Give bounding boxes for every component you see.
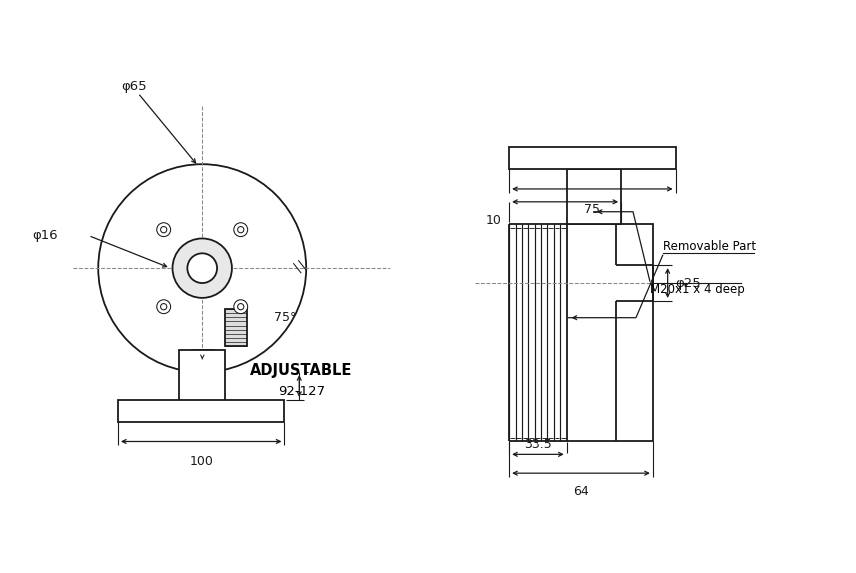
Bar (225, 309, 247, 347)
Text: 92-127: 92-127 (277, 386, 324, 398)
Circle shape (98, 164, 306, 372)
Bar (567, 169, 621, 223)
Text: φ65: φ65 (121, 80, 146, 93)
Circle shape (161, 226, 167, 233)
Bar (567, 223, 653, 441)
Bar (509, 147, 675, 169)
Text: 100: 100 (189, 456, 213, 468)
Text: φ25: φ25 (675, 277, 701, 289)
Text: 75: 75 (585, 203, 600, 216)
Bar (118, 400, 284, 422)
Text: M20x1 x 4 deep: M20x1 x 4 deep (650, 283, 745, 296)
Circle shape (234, 223, 247, 237)
Circle shape (157, 300, 170, 313)
Circle shape (234, 300, 247, 313)
Circle shape (161, 304, 167, 310)
Text: 33.5: 33.5 (524, 438, 552, 452)
Text: ADJUSTABLE: ADJUSTABLE (250, 363, 353, 378)
Text: 64: 64 (574, 485, 589, 498)
Text: φ16: φ16 (32, 229, 57, 242)
Bar (180, 350, 225, 405)
Bar (193, 350, 214, 419)
Circle shape (238, 304, 244, 310)
Text: 10: 10 (485, 214, 502, 227)
Circle shape (173, 238, 232, 298)
Text: Removable Part: Removable Part (663, 240, 756, 253)
Circle shape (157, 223, 170, 237)
Circle shape (187, 253, 217, 283)
Text: 75°: 75° (274, 311, 296, 324)
Circle shape (238, 226, 244, 233)
